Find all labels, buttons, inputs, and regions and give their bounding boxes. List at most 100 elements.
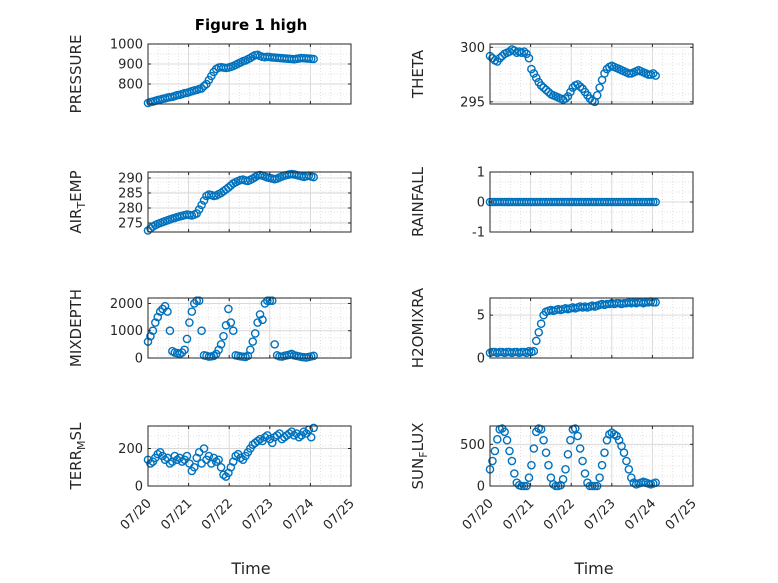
y-axis-label: TERRMSL bbox=[67, 422, 88, 491]
data-points bbox=[485, 197, 660, 207]
data-point bbox=[270, 340, 279, 349]
data-point bbox=[563, 92, 573, 101]
y-axis-label-sub: F bbox=[417, 451, 430, 457]
data-point bbox=[255, 434, 265, 444]
data-point bbox=[294, 432, 304, 442]
y-axis-label: AIRTEMP bbox=[67, 170, 88, 233]
data-point bbox=[600, 69, 609, 78]
data-point bbox=[231, 451, 240, 461]
data-point bbox=[219, 470, 228, 480]
data-point bbox=[236, 453, 245, 463]
data-point bbox=[566, 87, 575, 97]
data-point bbox=[580, 469, 590, 478]
panel-h2omixra: 5 0 H2OMIXRA bbox=[409, 287, 694, 368]
data-point bbox=[197, 200, 206, 210]
data-point bbox=[573, 80, 582, 89]
y-tick-label: 285 bbox=[118, 187, 143, 202]
data-point bbox=[648, 197, 658, 207]
data-point bbox=[250, 329, 260, 338]
axes-box bbox=[489, 43, 694, 105]
data-point bbox=[216, 462, 226, 472]
data-point bbox=[510, 469, 519, 478]
data-points bbox=[143, 50, 318, 108]
data-point bbox=[539, 435, 548, 445]
data-point bbox=[539, 83, 548, 92]
y-axis-label-main: MIXDEPTH bbox=[67, 289, 85, 367]
data-point bbox=[600, 448, 609, 457]
data-point bbox=[648, 297, 658, 307]
y-tick-label: 280 bbox=[118, 202, 143, 217]
data-point bbox=[165, 459, 175, 468]
data-point bbox=[185, 318, 194, 327]
y-tick-label: 0 bbox=[477, 352, 485, 367]
y-tick-label: 1000 bbox=[110, 38, 143, 53]
data-point bbox=[651, 197, 660, 207]
data-point bbox=[199, 444, 209, 453]
data-point bbox=[165, 326, 175, 336]
data-point bbox=[561, 465, 570, 474]
data-point bbox=[575, 82, 585, 91]
data-point bbox=[524, 473, 534, 482]
data-point bbox=[214, 345, 223, 355]
y-tick-label: 800 bbox=[118, 78, 143, 93]
data-point bbox=[541, 85, 551, 95]
data-point bbox=[182, 334, 192, 344]
data-point bbox=[651, 71, 660, 80]
panel-theta: 300 295 THETA bbox=[409, 41, 694, 110]
data-point bbox=[544, 460, 553, 470]
y-axis-label-sub: T bbox=[75, 202, 88, 210]
data-points bbox=[143, 169, 318, 235]
data-points bbox=[485, 297, 660, 358]
data-point bbox=[495, 53, 505, 63]
y-axis-label: H2OMIXRA bbox=[409, 287, 427, 368]
data-point bbox=[160, 301, 170, 311]
y-tick-label: 1 bbox=[477, 166, 485, 181]
data-point bbox=[216, 340, 226, 349]
data-point bbox=[563, 450, 573, 459]
data-point bbox=[612, 431, 621, 441]
data-point bbox=[510, 46, 519, 55]
data-point bbox=[566, 435, 575, 445]
data-point bbox=[224, 183, 233, 192]
data-point bbox=[180, 345, 189, 355]
y-axis-label-main: SUN bbox=[409, 458, 427, 490]
axes-box bbox=[147, 425, 352, 487]
data-point bbox=[146, 459, 155, 468]
grid-lines bbox=[148, 426, 351, 487]
data-point bbox=[214, 455, 223, 465]
data-point bbox=[224, 304, 233, 314]
y-tick-label: 5 bbox=[477, 309, 485, 324]
data-point bbox=[248, 337, 258, 346]
axes-box bbox=[147, 297, 352, 359]
y-tick-label: 275 bbox=[118, 217, 143, 232]
data-point bbox=[253, 436, 262, 446]
data-point bbox=[306, 432, 316, 442]
y-tick-label: 200 bbox=[118, 442, 143, 457]
data-point bbox=[211, 457, 221, 466]
data-point bbox=[182, 451, 192, 461]
data-point bbox=[194, 205, 204, 214]
data-point bbox=[502, 435, 512, 445]
data-point bbox=[626, 473, 636, 482]
data-point bbox=[529, 69, 539, 78]
axes-box bbox=[147, 43, 352, 105]
panel-rainfall: 1 0 -1 RAINFALL bbox=[409, 166, 694, 241]
data-point bbox=[527, 64, 536, 74]
y-axis-label: SUNFLUX bbox=[409, 423, 430, 490]
x-axis-label-left: Time bbox=[230, 559, 270, 578]
data-point bbox=[531, 336, 541, 346]
data-point bbox=[529, 346, 539, 356]
data-point bbox=[536, 81, 546, 90]
y-axis-label-tail: EMP bbox=[67, 170, 85, 201]
data-point bbox=[534, 327, 544, 337]
data-point bbox=[624, 465, 634, 474]
y-axis-label-tail: SL bbox=[67, 422, 85, 441]
data-point bbox=[197, 326, 206, 336]
data-point bbox=[263, 296, 272, 306]
data-point bbox=[536, 319, 546, 329]
data-point bbox=[522, 49, 531, 59]
y-tick-label: 290 bbox=[118, 172, 143, 187]
data-point bbox=[493, 435, 502, 444]
y-tick-label: 295 bbox=[460, 95, 485, 110]
